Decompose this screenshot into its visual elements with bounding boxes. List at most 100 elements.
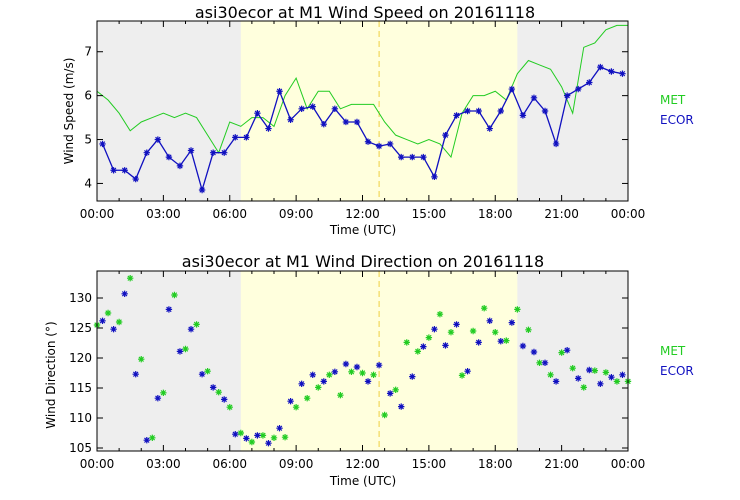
legend-ecor: ECOR xyxy=(660,113,694,127)
ecor-speed-point xyxy=(209,149,217,156)
ecor-direction-point xyxy=(552,378,560,385)
met-direction-point xyxy=(447,329,455,336)
ecor-speed-point xyxy=(99,140,106,148)
met-direction-point xyxy=(613,378,621,385)
ecor-direction-point xyxy=(342,360,350,368)
met-direction-point xyxy=(326,371,333,378)
ecor-speed-point xyxy=(143,149,150,156)
ecor-direction-point xyxy=(198,371,206,378)
ecor-speed-point xyxy=(386,140,394,148)
met-direction-point xyxy=(303,395,311,402)
ecor-direction-point xyxy=(398,403,405,410)
wind-direction-title: asi30ecor at M1 Wind Direction on 201611… xyxy=(182,252,544,271)
ecor-speed-point xyxy=(265,125,272,132)
met-direction-point xyxy=(337,392,344,399)
ecor-speed-point xyxy=(508,85,516,93)
ecor-direction-point xyxy=(575,375,582,382)
x-axis-ticks: 00:00 03:00 06:00 09:00 12:00 15:00 18:00 21:00… xyxy=(80,271,645,471)
met-direction-point xyxy=(237,429,245,437)
ecor-speed-point xyxy=(541,107,549,115)
met-direction-point xyxy=(425,334,433,341)
met-direction-point xyxy=(536,359,543,366)
met-direction-point xyxy=(359,369,366,377)
ecor-direction-point xyxy=(519,342,527,350)
met-direction-point xyxy=(248,438,256,446)
legend-ecor: ECOR xyxy=(660,364,694,378)
ecor-speed-point xyxy=(398,153,405,161)
ecor-speed-point xyxy=(110,167,117,174)
ecor-direction-point xyxy=(143,437,150,444)
y-tick-label: 110 xyxy=(69,411,92,425)
met-direction-point xyxy=(315,384,322,391)
ecor-direction-point xyxy=(187,326,195,333)
y-axis-label: Wind Speed (m/s) xyxy=(62,58,76,165)
met-direction-point xyxy=(392,386,399,393)
x-tick-label: 00:00 xyxy=(80,457,115,471)
ecor-direction-point xyxy=(586,366,593,374)
ecor-direction-point xyxy=(619,371,626,378)
x-axis-label: Time (UTC) xyxy=(329,223,396,237)
met-direction-point xyxy=(126,275,134,282)
ecor-speed-point xyxy=(608,68,615,75)
met-direction-point xyxy=(370,371,377,378)
met-direction-point xyxy=(414,348,422,355)
ecor-speed-point xyxy=(198,186,206,194)
met-direction-point xyxy=(115,318,123,326)
met-direction-point xyxy=(215,389,222,396)
ecor-direction-point xyxy=(608,374,615,381)
ecor-speed-point xyxy=(563,92,571,99)
ecor-speed-point xyxy=(298,105,305,113)
x-tick-label: 21:00 xyxy=(544,457,579,471)
y-axis-ticks: 105 110 115 120 125 130 xyxy=(69,291,628,455)
x-tick-label: 03:00 xyxy=(146,207,181,221)
x-tick-label: 09:00 xyxy=(279,207,314,221)
ecor-direction-point xyxy=(508,319,516,326)
ecor-direction-point xyxy=(276,425,283,432)
ecor-speed-point xyxy=(276,88,283,95)
ecor-speed-point xyxy=(420,153,427,161)
ecor-direction-point xyxy=(453,321,460,328)
met-direction-point xyxy=(270,434,278,441)
met-direction-point xyxy=(171,291,178,299)
x-tick-label: 00:00 xyxy=(611,207,646,221)
ecor-speed-point xyxy=(221,149,228,156)
y-tick-label: 6 xyxy=(84,89,92,103)
ecor-speed-point xyxy=(442,131,449,139)
ecor-speed-point xyxy=(453,112,460,119)
ecor-direction-point xyxy=(563,347,571,354)
ecor-direction-point xyxy=(287,398,294,405)
x-tick-label: 00:00 xyxy=(80,207,115,221)
met-direction-point xyxy=(259,432,267,439)
ecor-direction-point xyxy=(375,362,383,369)
met-direction-point xyxy=(469,327,477,335)
met-direction-point xyxy=(292,404,300,411)
ecor-speed-point xyxy=(597,63,604,71)
ecor-speed-point xyxy=(519,112,527,119)
met-direction-point xyxy=(204,368,211,375)
ecor-direction-point xyxy=(165,306,173,313)
ecor-speed-point xyxy=(254,109,261,117)
ecor-speed-point xyxy=(154,136,162,143)
y-tick-label: 4 xyxy=(84,176,92,190)
met-direction-point xyxy=(381,411,388,419)
ecor-speed-point xyxy=(243,134,250,141)
ecor-direction-point xyxy=(597,380,604,387)
ecor-direction-point xyxy=(265,440,272,447)
ecor-direction-point xyxy=(331,368,339,375)
ecor-direction-point xyxy=(232,431,239,438)
met-direction-point xyxy=(348,368,355,375)
ecor-speed-point xyxy=(464,107,471,115)
ecor-direction-point xyxy=(420,343,427,350)
ecor-speed-point xyxy=(331,105,339,113)
met-direction-point xyxy=(591,367,599,374)
ecor-speed-point xyxy=(575,85,582,93)
met-direction-point xyxy=(602,369,610,376)
ecor-direction-point xyxy=(386,390,394,397)
met-direction-point xyxy=(226,404,233,411)
legend-met: MET xyxy=(660,93,686,107)
ecor-speed-point xyxy=(176,162,184,170)
ecor-direction-point xyxy=(320,378,327,385)
ecor-speed-point xyxy=(375,142,383,150)
y-axis-ticks: 4 5 6 7 xyxy=(84,45,628,190)
wind-speed-chart: asi30ecor at M1 Wind Speed on 20161118 0… xyxy=(62,3,694,237)
